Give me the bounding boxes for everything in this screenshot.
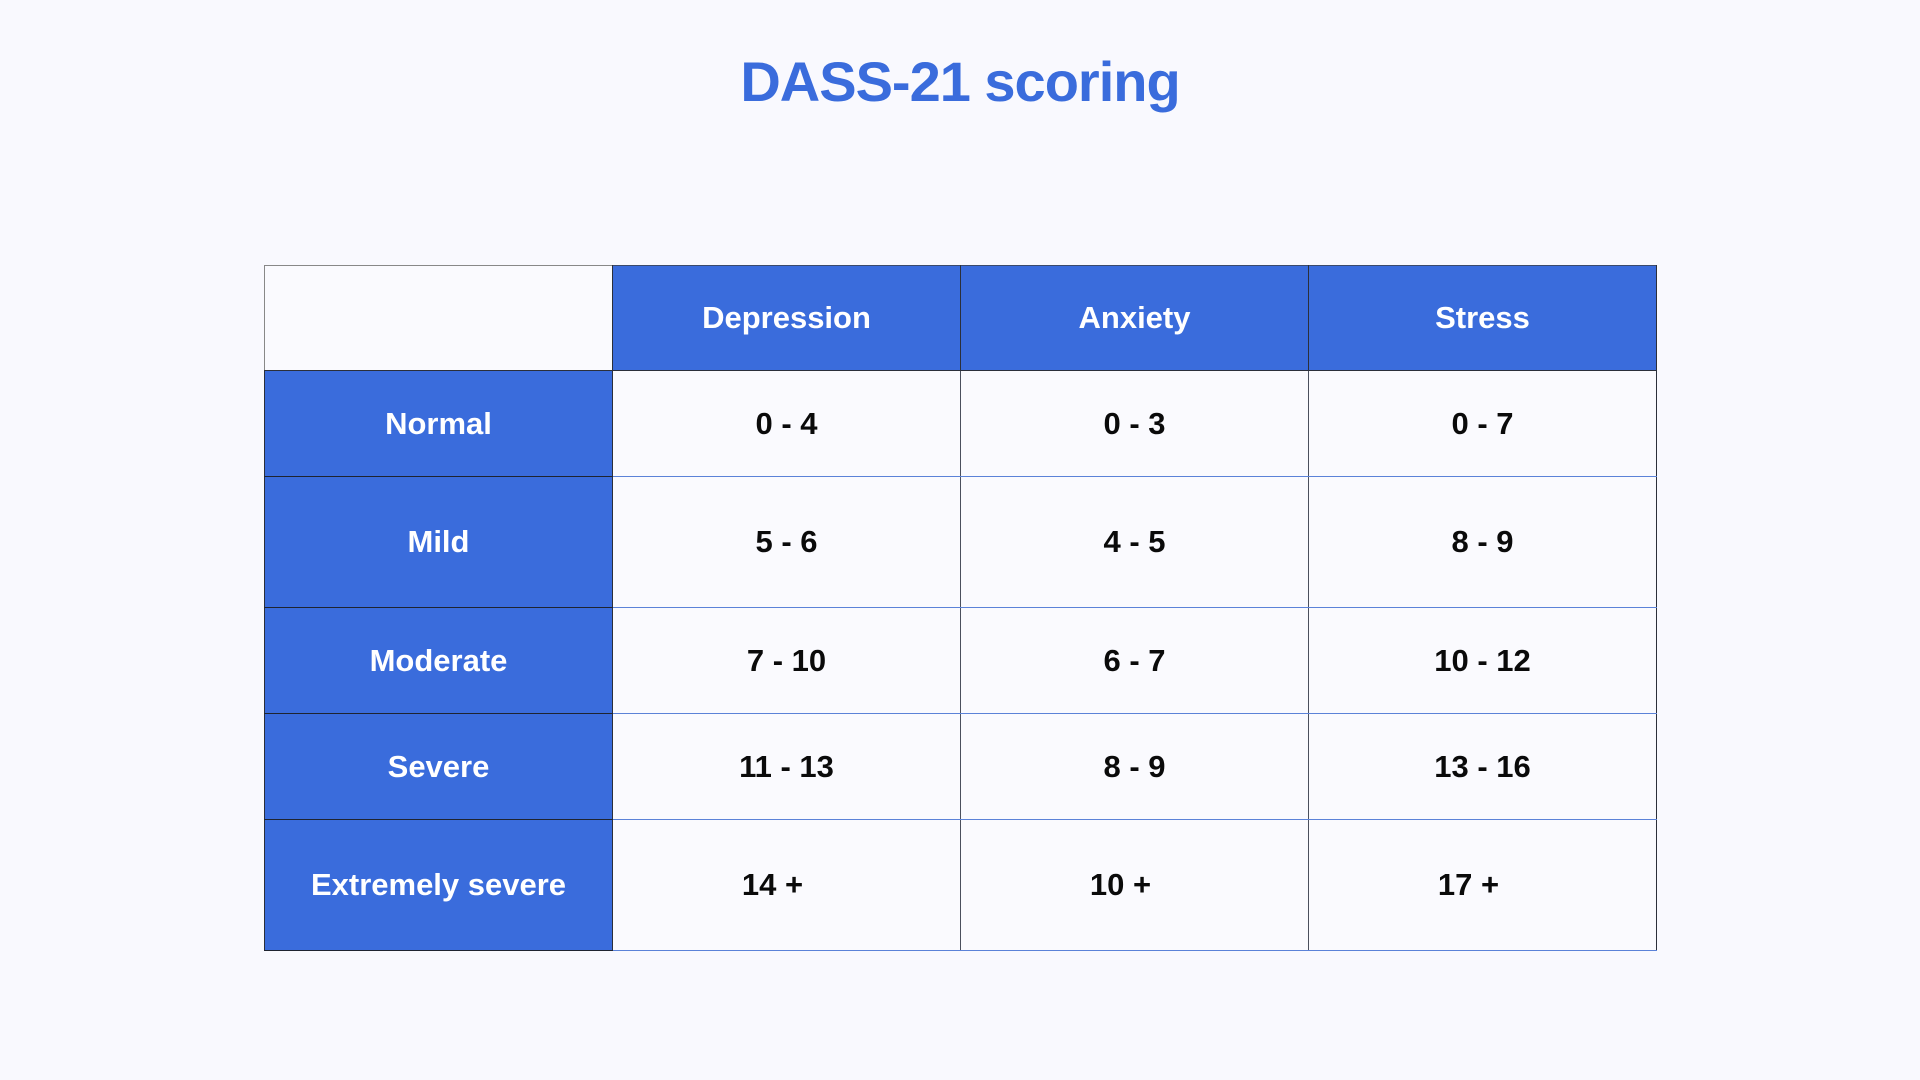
cell-normal-anxiety: 0 - 3	[960, 370, 1309, 477]
table-row-normal: Normal 0 - 4 0 - 3 0 - 7	[264, 370, 1657, 477]
cell-severe-depression: 11 - 13	[612, 713, 961, 820]
table-row-mild: Mild 5 - 6 4 - 5 8 - 9	[264, 476, 1657, 608]
cell-extremely-severe-anxiety: 10 +	[960, 819, 1309, 951]
column-header-stress: Stress	[1308, 265, 1657, 371]
row-header-normal: Normal	[264, 370, 613, 477]
table-corner-cell	[264, 265, 613, 371]
table-row-moderate: Moderate 7 - 10 6 - 7 10 - 12	[264, 607, 1657, 714]
row-header-moderate: Moderate	[264, 607, 613, 714]
cell-mild-anxiety: 4 - 5	[960, 476, 1309, 608]
row-header-severe: Severe	[264, 713, 613, 820]
cell-value: 10 +	[1089, 867, 1152, 902]
cell-severe-stress: 13 - 16	[1308, 713, 1657, 820]
cell-extremely-severe-depression: 14 +	[612, 819, 961, 951]
cell-mild-depression: 5 - 6	[612, 476, 961, 608]
dass21-scoring-table: Depression Anxiety Stress Normal 0 - 4 0…	[264, 265, 1657, 951]
row-header-mild: Mild	[264, 476, 613, 608]
column-header-anxiety: Anxiety	[960, 265, 1309, 371]
column-header-depression: Depression	[612, 265, 961, 371]
table-row-extremely-severe: Extremely severe 14 + 10 + 17 +	[264, 819, 1657, 951]
cell-moderate-depression: 7 - 10	[612, 607, 961, 714]
cell-extremely-severe-stress: 17 +	[1308, 819, 1657, 951]
page-title: DASS-21 scoring	[740, 50, 1180, 113]
cell-value: 14 +	[741, 867, 804, 902]
cell-normal-depression: 0 - 4	[612, 370, 961, 477]
cell-severe-anxiety: 8 - 9	[960, 713, 1309, 820]
table-header-row: Depression Anxiety Stress	[264, 265, 1657, 371]
cell-moderate-stress: 10 - 12	[1308, 607, 1657, 714]
cell-value: 17 +	[1437, 867, 1500, 902]
cell-moderate-anxiety: 6 - 7	[960, 607, 1309, 714]
cell-normal-stress: 0 - 7	[1308, 370, 1657, 477]
row-header-extremely-severe: Extremely severe	[264, 819, 613, 951]
table-row-severe: Severe 11 - 13 8 - 9 13 - 16	[264, 713, 1657, 820]
cell-mild-stress: 8 - 9	[1308, 476, 1657, 608]
